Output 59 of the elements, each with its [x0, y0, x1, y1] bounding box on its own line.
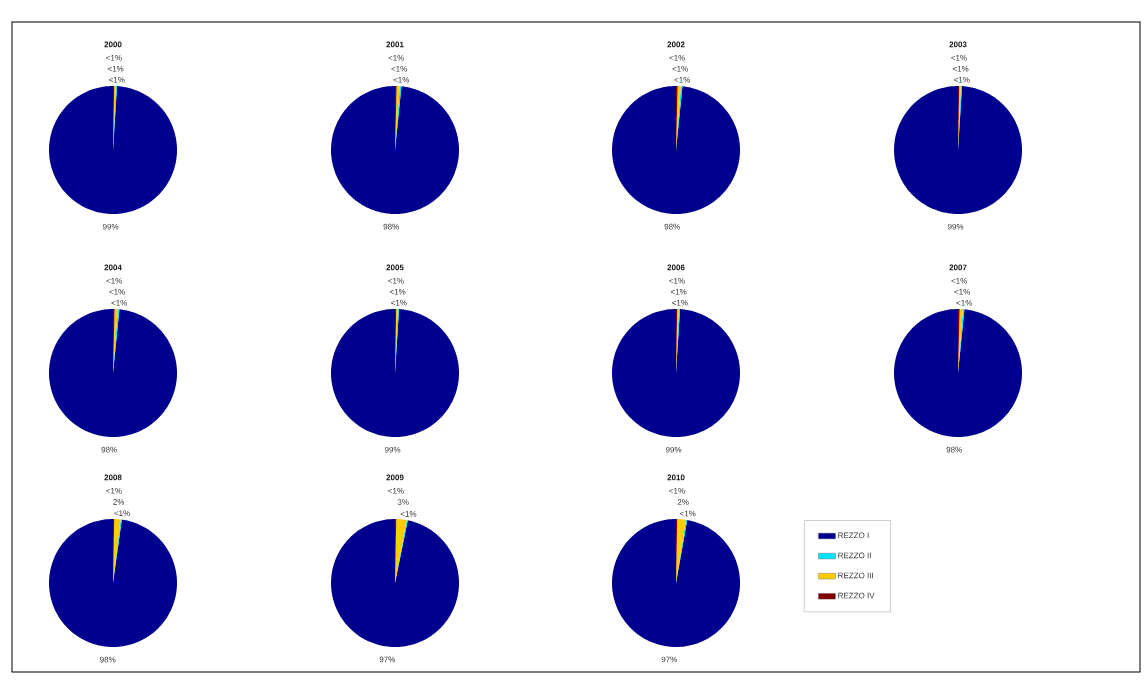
data-label: <1%: [114, 510, 130, 516]
legend-label: REZZO IV: [838, 592, 875, 599]
chart-title: 2007: [949, 264, 967, 271]
chart-title: 2006: [667, 264, 685, 271]
data-label: 98%: [946, 446, 962, 453]
data-label: <1%: [400, 511, 417, 517]
data-label: <1%: [388, 488, 404, 494]
chart-title: 2009: [386, 474, 404, 481]
chart-title: 2003: [949, 41, 967, 48]
data-label: <1%: [393, 77, 410, 83]
data-label: <1%: [672, 299, 688, 306]
data-label: <1%: [669, 488, 685, 494]
chart-title: 2001: [386, 41, 404, 48]
data-label: <1%: [952, 65, 969, 72]
data-label: <1%: [106, 278, 122, 284]
data-label: <1%: [106, 488, 122, 494]
legend-label: REZZO I: [838, 532, 869, 539]
data-label: <1%: [388, 55, 404, 61]
data-label: <1%: [388, 278, 404, 284]
chart-title: 2004: [104, 264, 122, 271]
chart-title: 2002: [667, 41, 685, 48]
data-label: <1%: [679, 510, 696, 517]
data-label: <1%: [111, 300, 128, 306]
data-label: 99%: [665, 446, 682, 453]
data-label: 98%: [101, 446, 117, 453]
data-label: <1%: [951, 278, 967, 284]
data-label: 99%: [384, 446, 401, 453]
data-label: <1%: [391, 66, 407, 72]
data-label: 98%: [383, 223, 399, 230]
data-label: <1%: [106, 55, 122, 61]
data-label: <1%: [669, 278, 685, 284]
data-label: <1%: [107, 65, 124, 72]
data-label: <1%: [956, 300, 973, 306]
data-label: <1%: [391, 299, 407, 306]
data-label: 97%: [661, 656, 677, 663]
data-label: 99%: [947, 223, 964, 230]
data-label: 97%: [379, 656, 396, 663]
chart-title: 2010: [667, 474, 685, 481]
data-label: <1%: [674, 77, 691, 83]
data-label: <1%: [954, 76, 970, 83]
data-label: <1%: [109, 76, 125, 83]
data-label: 98%: [664, 223, 680, 230]
data-label: 2%: [113, 499, 125, 505]
data-label: 99%: [102, 223, 119, 230]
data-label: 2%: [677, 499, 689, 505]
data-label: <1%: [669, 55, 685, 61]
legend-label: REZZO II: [838, 552, 871, 559]
data-label: 98%: [100, 656, 116, 663]
legend-label: REZZO III: [838, 572, 873, 579]
chart-title: 2008: [104, 474, 122, 481]
data-label: <1%: [109, 289, 125, 295]
chart-title: 2005: [386, 264, 404, 271]
chart-title: 2000: [104, 41, 122, 48]
data-label: <1%: [670, 288, 687, 295]
data-label: <1%: [954, 289, 970, 295]
data-label: <1%: [672, 66, 688, 72]
data-label: 3%: [397, 499, 409, 505]
data-label: <1%: [951, 55, 967, 61]
data-label: <1%: [389, 288, 406, 295]
